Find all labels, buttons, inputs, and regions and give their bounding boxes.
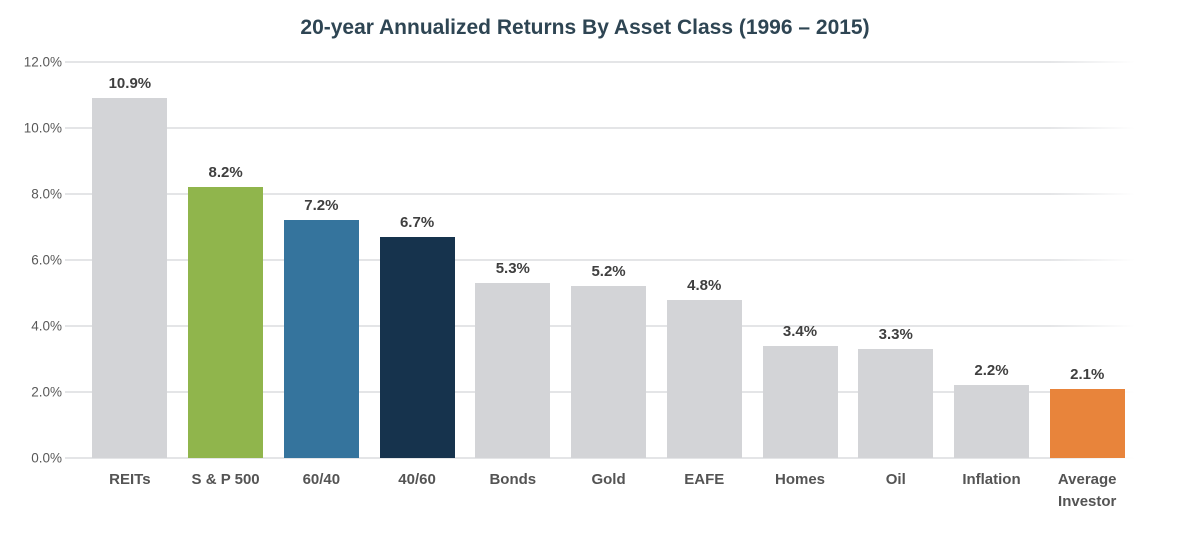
bar-eafe <box>666 299 742 458</box>
x-axis-label-60-40: 60/40 <box>302 471 341 488</box>
bar-group-bonds: 5.3% <box>465 62 561 458</box>
y-tick-label: 2.0% <box>31 384 62 400</box>
bar-value-label: 7.2% <box>304 197 339 215</box>
bar-group-eafe: 4.8% <box>656 62 752 458</box>
gridline-0.0 <box>65 457 1135 459</box>
bar-reits <box>92 98 168 458</box>
bar-inflation <box>953 385 1029 458</box>
x-axis: REITs S & P 500 60/40 40/60 Bonds Gold E… <box>82 458 1135 513</box>
bars-row: 10.9% 8.2% 7.2% 6.7% 5.3% 5.2% 4.8% 3.4%… <box>82 62 1135 458</box>
bar-average-investor <box>1049 388 1125 458</box>
bar-value-label: 6.7% <box>399 213 435 231</box>
bar-bonds <box>475 283 551 458</box>
bar-group-reits: 10.9% <box>82 62 178 458</box>
bar-s-p-500 <box>188 187 264 458</box>
bar-value-label: 4.8% <box>687 276 722 294</box>
bar-homes <box>762 345 838 458</box>
bar-value-label: 3.4% <box>782 322 818 340</box>
bar-group-s-p-500: 8.2% <box>178 62 274 458</box>
bar-value-label: 3.3% <box>878 326 913 344</box>
y-axis: 0.0% 2.0% 4.0% 6.0% 8.0% 10.0% 12.0% <box>0 55 62 466</box>
x-axis-label-40-60: 40/60 <box>398 471 436 488</box>
bar-value-label: 8.2% <box>208 164 243 182</box>
gridline-8.0 <box>65 192 1135 195</box>
gridline-10.0 <box>65 126 1135 129</box>
x-axis-label-eafe: EAFE <box>684 471 725 488</box>
x-axis-label-gold: Gold <box>591 471 626 488</box>
bar-value-label: 5.2% <box>591 263 626 281</box>
bar-40-60 <box>379 236 455 458</box>
bar-group-gold: 5.2% <box>561 62 657 458</box>
plot-area: 10.9% 8.2% 7.2% 6.7% 5.3% 5.2% 4.8% 3.4%… <box>65 61 1135 459</box>
y-tick-label: 12.0% <box>23 54 62 70</box>
bar-group-60-40: 7.2% <box>273 62 369 458</box>
bar-value-label: 2.1% <box>1070 365 1105 383</box>
bar-value-label: 2.2% <box>974 362 1009 380</box>
x-axis-label-homes: Homes <box>774 471 826 488</box>
gridline-12.0 <box>65 61 1135 63</box>
x-axis-label-s-p-500: S & P 500 <box>191 471 260 488</box>
bar-60-40 <box>283 220 359 458</box>
x-axis-label-inflation: Inflation <box>962 471 1021 488</box>
bar-value-label: 5.3% <box>495 260 530 278</box>
bar-group-oil: 3.3% <box>848 62 944 458</box>
bar-group-homes: 3.4% <box>752 62 848 458</box>
x-axis-label-average-investor: Average Investor <box>1057 471 1117 510</box>
bar-gold <box>571 286 647 458</box>
bar-group-inflation: 2.2% <box>944 62 1040 458</box>
chart-title: 20-year Annualized Returns By Asset Clas… <box>300 16 870 39</box>
bar-group-average-investor: 2.1% <box>1039 62 1135 458</box>
bar-value-label: 10.9% <box>108 75 152 93</box>
x-axis-label-bonds: Bonds <box>489 471 537 488</box>
y-tick-label: 0.0% <box>31 450 62 466</box>
x-axis-label-reits: REITs <box>109 471 151 488</box>
y-tick-label: 8.0% <box>31 186 62 202</box>
y-tick-label: 4.0% <box>31 318 62 334</box>
y-tick-label: 6.0% <box>31 252 62 268</box>
gridline-6.0 <box>65 259 1135 261</box>
x-axis-label-oil: Oil <box>885 471 906 488</box>
bar-group-40-60: 6.7% <box>369 62 465 458</box>
bar-oil <box>858 349 934 458</box>
y-tick-label: 10.0% <box>23 120 62 136</box>
